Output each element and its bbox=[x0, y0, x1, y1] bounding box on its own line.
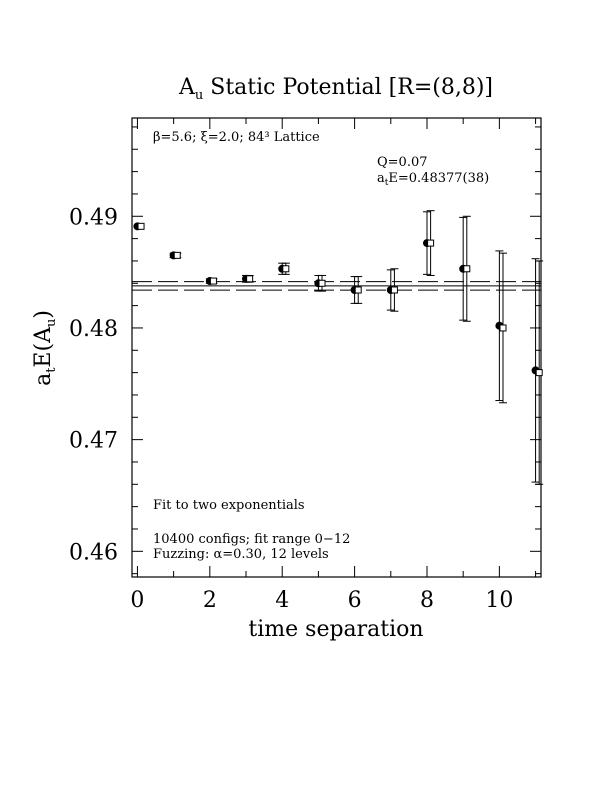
fit-description: Fit to two exponentials bbox=[153, 498, 305, 513]
y-axis-title: atE(Au) bbox=[31, 310, 59, 386]
x-tick-label: 2 bbox=[203, 588, 217, 613]
chart-title: Au Static Potential [R=(8,8)] bbox=[178, 75, 493, 103]
energy-sub: t bbox=[385, 178, 389, 188]
data-point-square bbox=[463, 265, 471, 273]
data-point-square bbox=[246, 275, 254, 283]
data-point-square bbox=[282, 265, 290, 273]
data-point-square bbox=[318, 279, 326, 287]
y-tick-label: 0.49 bbox=[69, 205, 118, 230]
y-tick-label: 0.46 bbox=[69, 540, 118, 565]
data-point-square bbox=[535, 369, 543, 377]
ylabel-sub1: t bbox=[44, 367, 59, 373]
energy-annotation: atE=0.48377(38) bbox=[377, 171, 489, 188]
title-rest: Static Potential [R=(8,8)] bbox=[203, 75, 493, 100]
energy-rest: E=0.48377(38) bbox=[388, 171, 489, 186]
ylabel-pre: a bbox=[31, 373, 56, 386]
title-main: A bbox=[178, 75, 196, 100]
data-point-square bbox=[390, 286, 398, 294]
ylabel-mid: E(A bbox=[31, 326, 56, 368]
lattice-annotation: β=5.6; ξ=2.0; 84³ Lattice bbox=[153, 130, 320, 145]
data-point-square bbox=[354, 286, 362, 294]
x-tick-label: 0 bbox=[130, 588, 144, 613]
fit-lines bbox=[132, 281, 541, 291]
data-point-square bbox=[173, 251, 181, 259]
x-tick-label: 8 bbox=[420, 588, 434, 613]
data-point-square bbox=[137, 222, 145, 230]
data-point-square bbox=[499, 324, 507, 332]
ylabel-sub2: u bbox=[44, 319, 59, 327]
ylabel-post: ) bbox=[31, 310, 56, 319]
fuzzing-annotation: Fuzzing: α=0.30, 12 levels bbox=[153, 547, 329, 562]
data-points bbox=[133, 210, 544, 485]
q-annotation: Q=0.07 bbox=[377, 155, 428, 170]
energy-pre: a bbox=[377, 171, 385, 186]
data-point-square bbox=[209, 277, 217, 285]
tick-labels: 0 2 4 6 8 10 0.46 0.47 0.48 0.49 bbox=[69, 205, 513, 613]
x-axis-title: time separation bbox=[248, 617, 423, 642]
plot-frame bbox=[131, 117, 542, 578]
configs-annotation: 10400 configs; fit range 0−12 bbox=[153, 532, 350, 547]
y-tick-label: 0.47 bbox=[69, 429, 118, 454]
x-tick-label: 6 bbox=[348, 588, 362, 613]
x-tick-label: 10 bbox=[485, 588, 513, 613]
x-tick-label: 4 bbox=[275, 588, 289, 613]
title-sub: u bbox=[195, 88, 203, 103]
y-tick-label: 0.48 bbox=[69, 317, 118, 342]
data-point-square bbox=[427, 239, 435, 247]
